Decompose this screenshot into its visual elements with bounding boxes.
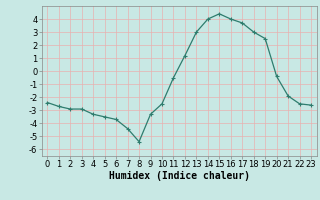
X-axis label: Humidex (Indice chaleur): Humidex (Indice chaleur) xyxy=(109,171,250,181)
